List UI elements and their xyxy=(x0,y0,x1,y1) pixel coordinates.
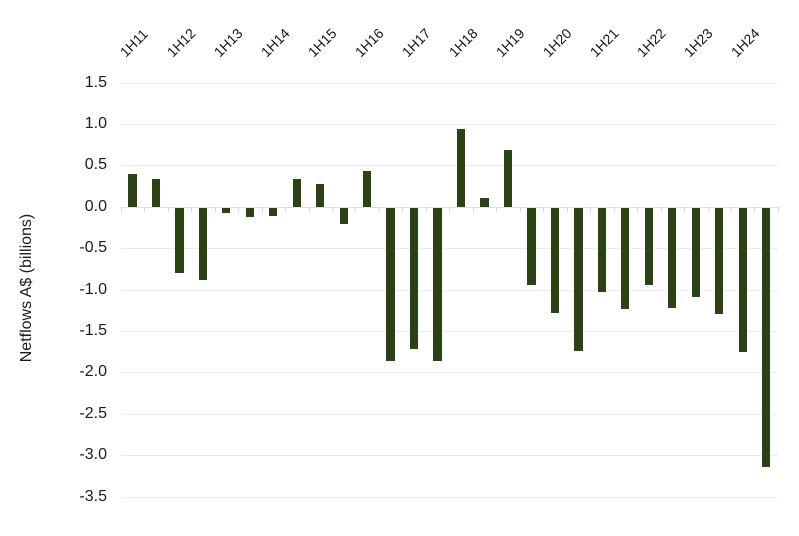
zero-axis-tick xyxy=(355,206,357,212)
zero-axis-tick xyxy=(684,206,685,212)
gridline--0.5 xyxy=(120,248,778,250)
x-tick-label-1H22: 1H22 xyxy=(633,25,669,61)
zero-axis-tick xyxy=(754,206,756,212)
x-tick-label-1H15: 1H15 xyxy=(304,25,340,61)
y-tick-label--3.0: -3.0 xyxy=(79,446,107,464)
bar-1H24 xyxy=(738,207,747,352)
zero-axis-tick xyxy=(449,206,451,212)
bar-1H21 xyxy=(597,207,606,292)
bar-1H14 xyxy=(269,207,278,216)
x-tick-label-1H23: 1H23 xyxy=(680,25,716,61)
zero-axis-tick xyxy=(331,206,333,212)
x-tick-label-1H18: 1H18 xyxy=(445,25,481,61)
zero-axis-tick xyxy=(472,206,474,212)
x-tick-label-1H24: 1H24 xyxy=(727,25,763,61)
zero-axis-tick xyxy=(519,206,521,212)
y-tick-label--2.5: -2.5 xyxy=(79,404,107,422)
bar-2H12 xyxy=(198,207,207,280)
y-tick-label--3.5: -3.5 xyxy=(79,487,107,505)
bar-2H24 xyxy=(761,207,771,468)
bar-1H20 xyxy=(550,207,560,314)
bar-1H17 xyxy=(409,207,419,350)
bar-2H11 xyxy=(151,179,161,207)
x-tick-label-1H14: 1H14 xyxy=(257,25,293,61)
zero-axis-tick xyxy=(590,206,592,212)
zero-axis-tick xyxy=(777,206,779,212)
zero-axis-tick xyxy=(613,206,615,212)
gridline--1.0 xyxy=(120,289,778,291)
x-axis-labels: 1H11 1H12 1H13 1H14 1H15 1H16 1H17 1H18 1H19 1H20… xyxy=(0,0,799,60)
y-tick-label--0.5: -0.5 xyxy=(79,239,107,257)
bar-1H15 xyxy=(316,183,325,207)
bar-1H22 xyxy=(644,207,653,286)
gridline--2.5 xyxy=(120,413,778,415)
x-tick-label-1H20: 1H20 xyxy=(539,25,575,61)
zero-axis-tick xyxy=(730,206,732,212)
gridline-1.0 xyxy=(120,123,778,125)
zero-axis-tick xyxy=(707,206,709,212)
x-tick-label-1H16: 1H16 xyxy=(351,25,387,61)
zero-axis-tick xyxy=(660,206,662,212)
bar-2H16 xyxy=(386,207,395,362)
gridline--3.5 xyxy=(120,496,778,498)
bar-2H13 xyxy=(245,207,254,217)
zero-axis-tick xyxy=(496,206,498,212)
zero-axis-tick xyxy=(543,206,545,212)
zero-axis-tick xyxy=(167,206,169,212)
zero-axis-tick xyxy=(308,206,310,212)
y-tick-label-1.0: 1.0 xyxy=(84,114,107,132)
bar-2H17 xyxy=(433,207,442,362)
bar-2H18 xyxy=(480,197,489,207)
zero-axis-tick xyxy=(285,206,286,212)
zero-axis-tick xyxy=(566,206,568,212)
bar-2H22 xyxy=(668,207,677,309)
zero-axis-tick xyxy=(402,206,404,212)
bar-2H19 xyxy=(527,207,536,286)
y-tick-label-0.0: 0.0 xyxy=(84,197,107,215)
zero-axis-tick xyxy=(144,206,146,212)
gridline--3.0 xyxy=(120,455,778,457)
gridline--1.5 xyxy=(120,330,778,332)
bar-1H23 xyxy=(691,207,700,297)
bar-2H14 xyxy=(292,178,301,207)
x-tick-label-1H21: 1H21 xyxy=(586,25,622,61)
y-tick-label--1.0: -1.0 xyxy=(79,280,107,298)
bar-1H13 xyxy=(222,207,231,214)
y-tick-label--1.5: -1.5 xyxy=(79,321,107,339)
zero-axis-tick xyxy=(238,206,240,212)
y-tick-label--2.0: -2.0 xyxy=(79,363,107,381)
zero-axis-tick xyxy=(214,206,216,212)
bar-1H12 xyxy=(175,207,184,273)
zero-axis-tick xyxy=(637,206,638,212)
bar-2H23 xyxy=(715,207,724,315)
gridline--2.0 xyxy=(120,372,778,374)
zero-axis-tick xyxy=(191,206,193,212)
bar-1H11 xyxy=(128,173,137,207)
zero-axis-tick xyxy=(261,206,263,212)
x-tick-label-1H12: 1H12 xyxy=(164,25,200,61)
x-tick-label-1H17: 1H17 xyxy=(398,25,434,61)
bar-1H19 xyxy=(503,150,513,207)
gridline-1.5 xyxy=(120,82,778,84)
bar-2H15 xyxy=(339,207,348,225)
y-tick-label-0.5: 0.5 xyxy=(84,156,107,174)
bar-2H20 xyxy=(574,207,583,351)
zero-axis-tick xyxy=(425,206,427,212)
bar-2H21 xyxy=(621,207,630,310)
bar-1H16 xyxy=(362,171,372,207)
gridline-0.5 xyxy=(120,165,778,167)
x-tick-label-1H13: 1H13 xyxy=(210,25,246,61)
y-tick-label-1.5: 1.5 xyxy=(84,73,107,91)
zero-axis-tick xyxy=(120,206,122,212)
zero-axis-tick xyxy=(378,206,380,212)
x-tick-label-1H11: 1H11 xyxy=(117,25,152,60)
x-tick-label-1H19: 1H19 xyxy=(492,25,528,61)
bar-1H18 xyxy=(456,128,466,207)
